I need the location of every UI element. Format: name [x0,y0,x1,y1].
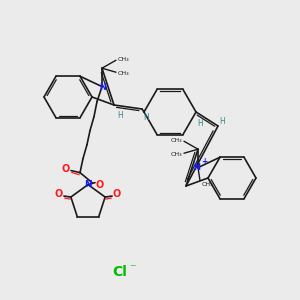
Text: H: H [219,118,225,127]
Text: N: N [84,180,92,189]
Text: CH₃: CH₃ [202,182,214,187]
Text: O: O [113,189,121,199]
Text: H: H [197,119,203,128]
Text: +: + [201,157,207,166]
Text: N: N [194,163,200,172]
Text: ⁻: ⁻ [126,262,136,275]
Text: O: O [95,180,103,190]
Text: O: O [62,164,70,174]
Text: H: H [143,112,149,122]
Text: CH₃: CH₃ [170,152,182,157]
Text: N: N [100,83,106,92]
Text: O: O [55,189,63,199]
Text: CH₃: CH₃ [118,57,130,62]
Text: Cl: Cl [112,265,127,279]
Text: H: H [117,110,123,119]
Text: CH₃: CH₃ [170,138,182,143]
Text: CH₃: CH₃ [118,71,130,76]
